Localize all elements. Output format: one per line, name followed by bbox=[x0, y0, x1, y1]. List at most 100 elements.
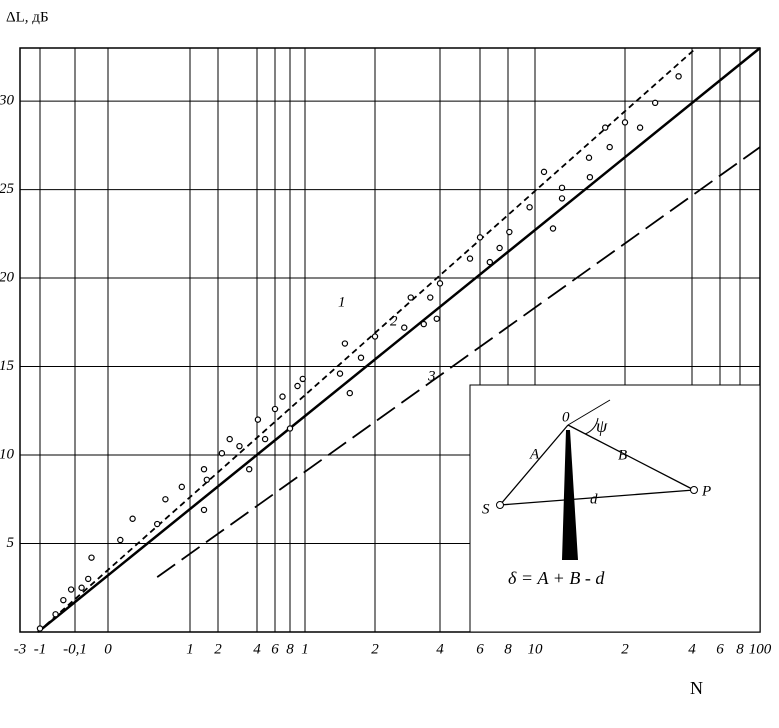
data-point bbox=[427, 294, 434, 301]
inset-label: d bbox=[590, 491, 598, 507]
data-point bbox=[357, 354, 365, 361]
path-b bbox=[567, 424, 695, 491]
x-tick-label: 10 bbox=[528, 641, 544, 657]
data-point bbox=[153, 520, 161, 528]
data-point bbox=[636, 124, 644, 131]
x-tick-label: 100 bbox=[749, 641, 772, 657]
x-tick-label: -0,1 bbox=[63, 641, 87, 657]
data-point bbox=[84, 575, 92, 583]
data-point bbox=[558, 184, 566, 192]
x-tick-label: 6 bbox=[716, 641, 724, 657]
x-tick-label: 4 bbox=[688, 641, 696, 657]
x-tick-label: -3 bbox=[14, 641, 27, 657]
data-point bbox=[558, 195, 566, 202]
line-label: 1 bbox=[338, 294, 346, 310]
y-axis-label: ΔL, дБ bbox=[6, 9, 49, 25]
data-point bbox=[299, 375, 306, 383]
inset-label: S bbox=[482, 501, 490, 517]
path-d bbox=[499, 489, 695, 506]
x-tick-label: 2 bbox=[621, 641, 629, 657]
series-line bbox=[37, 47, 697, 633]
inset-frame bbox=[469, 384, 761, 633]
x-tick-label: 1 bbox=[301, 641, 309, 657]
x-tick-label: 2 bbox=[371, 641, 379, 657]
data-point bbox=[651, 99, 659, 107]
data-point bbox=[236, 442, 243, 450]
data-point bbox=[279, 393, 286, 400]
data-point bbox=[433, 315, 440, 322]
data-point bbox=[675, 73, 682, 80]
data-point bbox=[129, 515, 136, 522]
x-tick-label: 1 bbox=[186, 641, 194, 657]
data-point bbox=[586, 173, 594, 181]
y-tick-label: 5 bbox=[7, 535, 15, 551]
data-point bbox=[88, 554, 95, 561]
x-tick-label: 2 bbox=[214, 641, 222, 657]
data-point bbox=[271, 405, 279, 413]
data-point bbox=[117, 536, 124, 544]
source bbox=[496, 501, 504, 509]
data-point bbox=[200, 465, 208, 473]
data-point bbox=[200, 506, 208, 514]
inset-label: ψ bbox=[596, 416, 608, 436]
data-point bbox=[621, 119, 629, 126]
data-point bbox=[341, 340, 349, 347]
data-point bbox=[203, 476, 210, 484]
data-point bbox=[602, 124, 609, 131]
data-point bbox=[526, 204, 533, 211]
line-label: 2 bbox=[390, 313, 398, 329]
data-point bbox=[585, 154, 593, 161]
data-point bbox=[420, 320, 427, 328]
data-point bbox=[218, 450, 226, 457]
data-point bbox=[401, 324, 408, 331]
data-point bbox=[52, 611, 59, 618]
y-tick-label: 25 bbox=[0, 181, 15, 197]
data-point bbox=[407, 294, 414, 301]
x-tick-label: 0 bbox=[104, 641, 112, 657]
y-tick-label: 10 bbox=[0, 446, 15, 462]
y-tick-label: 15 bbox=[0, 358, 15, 374]
inset-label: P bbox=[701, 483, 711, 499]
inset-label: B bbox=[618, 447, 627, 463]
data-point bbox=[486, 258, 493, 266]
data-point bbox=[606, 143, 613, 151]
inset-label: A bbox=[529, 446, 540, 462]
x-tick-label: 4 bbox=[436, 641, 444, 657]
x-tick-label: -1 bbox=[34, 641, 47, 657]
formula: δ = A + B - d bbox=[508, 568, 605, 588]
x-tick-label: 6 bbox=[476, 641, 484, 657]
data-point bbox=[286, 425, 294, 432]
data-point bbox=[371, 333, 379, 340]
data-point bbox=[261, 435, 269, 443]
x-axis-label: N bbox=[690, 678, 703, 698]
data-point bbox=[162, 496, 169, 503]
data-point bbox=[245, 465, 253, 473]
data-point bbox=[254, 416, 262, 423]
data-point bbox=[60, 596, 67, 604]
data-point bbox=[506, 228, 513, 236]
data-point bbox=[226, 435, 233, 443]
series-line bbox=[156, 146, 761, 578]
x-tick-label: 6 bbox=[271, 641, 279, 657]
x-tick-label: 8 bbox=[736, 641, 744, 657]
y-tick-label: 30 bbox=[0, 93, 15, 109]
data-point bbox=[178, 483, 185, 491]
angle-arc bbox=[584, 417, 599, 435]
data-point bbox=[466, 255, 474, 262]
receiver bbox=[690, 486, 698, 494]
inset: 0 ψ A B S d P δ = A + B - d bbox=[469, 384, 761, 633]
data-point bbox=[36, 625, 44, 632]
data-point bbox=[336, 370, 344, 377]
inset-label: 0 bbox=[562, 409, 570, 425]
y-tick-label: 20 bbox=[0, 269, 15, 285]
path-a bbox=[499, 424, 569, 506]
data-point bbox=[549, 225, 557, 232]
x-tick-label: 4 bbox=[253, 641, 261, 657]
direction bbox=[567, 399, 611, 426]
x-tick-label: 8 bbox=[286, 641, 294, 657]
data-point bbox=[436, 280, 444, 287]
data-point bbox=[540, 168, 548, 176]
x-tick-label: 8 bbox=[504, 641, 512, 657]
data-point bbox=[67, 586, 75, 593]
